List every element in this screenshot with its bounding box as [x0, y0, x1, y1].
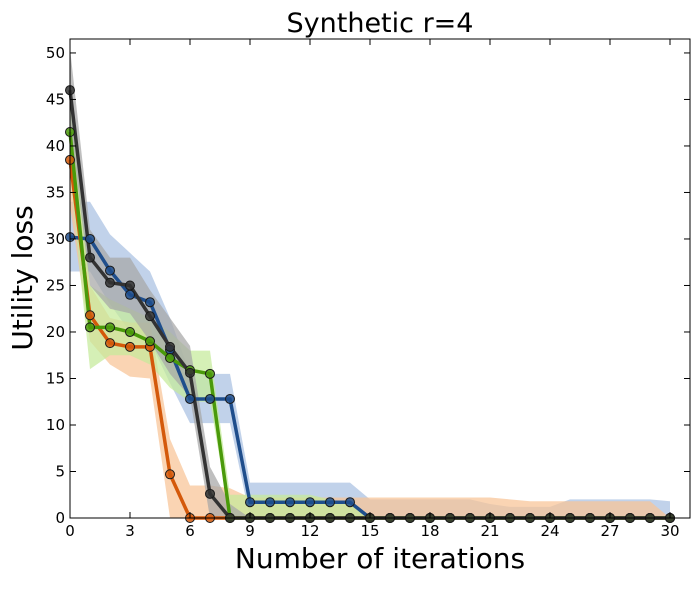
- data-point: [105, 265, 115, 276]
- chart-title: Synthetic r=4: [287, 8, 474, 39]
- data-point: [165, 469, 175, 480]
- y-tick-label: 40: [46, 137, 65, 155]
- y-tick-label: 0: [55, 509, 65, 527]
- data-point: [265, 497, 275, 508]
- y-tick-label: 20: [46, 323, 65, 341]
- data-point: [205, 368, 215, 379]
- data-point: [345, 497, 355, 508]
- x-tick-label: 15: [360, 522, 379, 540]
- x-tick-label: 12: [300, 522, 319, 540]
- x-tick-label: 0: [65, 522, 75, 540]
- data-point: [145, 297, 155, 308]
- data-point: [165, 353, 175, 364]
- data-point: [325, 497, 335, 508]
- data-point: [105, 277, 115, 288]
- data-point: [125, 326, 135, 337]
- data-point: [205, 488, 215, 499]
- y-tick-label: 50: [46, 44, 65, 62]
- axis-ticks: 0 3 6 9 12 15 18 21 24 27 30 0 5 10 15 20 25 30 35 40 45 50: [46, 39, 690, 540]
- data-point: [125, 289, 135, 300]
- x-axis-label: Number of iterations: [235, 542, 525, 575]
- y-tick-label: 35: [46, 183, 65, 201]
- y-tick-label: 45: [46, 90, 65, 108]
- data-point: [245, 497, 255, 508]
- data-point: [145, 336, 155, 347]
- x-tick-label: 9: [245, 522, 255, 540]
- y-tick-label: 25: [46, 276, 65, 294]
- y-tick-label: 5: [55, 462, 65, 480]
- x-tick-label: 21: [480, 522, 499, 540]
- data-point: [285, 497, 295, 508]
- data-point: [85, 310, 95, 321]
- y-tick-label: 10: [46, 416, 65, 434]
- data-point: [225, 393, 235, 404]
- y-tick-label: 30: [46, 230, 65, 248]
- data-point: [185, 393, 195, 404]
- data-point: [125, 341, 135, 352]
- confidence-bands: [70, 48, 670, 519]
- y-axis-label: Utility loss: [6, 205, 39, 350]
- data-point: [125, 280, 135, 291]
- data-point: [105, 322, 115, 333]
- data-point: [145, 311, 155, 322]
- data-point: [185, 367, 195, 378]
- x-tick-label: 3: [125, 522, 135, 540]
- x-tick-label: 27: [600, 522, 619, 540]
- x-tick-label: 30: [660, 522, 679, 540]
- data-point: [205, 393, 215, 404]
- x-tick-label: 6: [185, 522, 195, 540]
- y-tick-label: 15: [46, 369, 65, 387]
- data-point: [85, 322, 95, 333]
- x-tick-label: 24: [540, 522, 559, 540]
- plot-frame: [69, 38, 691, 519]
- data-point: [165, 341, 175, 352]
- series-line-1: [69, 235, 670, 520]
- data-point: [305, 497, 315, 508]
- data-point: [85, 233, 95, 244]
- x-tick-label: 18: [420, 522, 439, 540]
- data-point: [85, 252, 95, 263]
- data-point: [105, 338, 115, 349]
